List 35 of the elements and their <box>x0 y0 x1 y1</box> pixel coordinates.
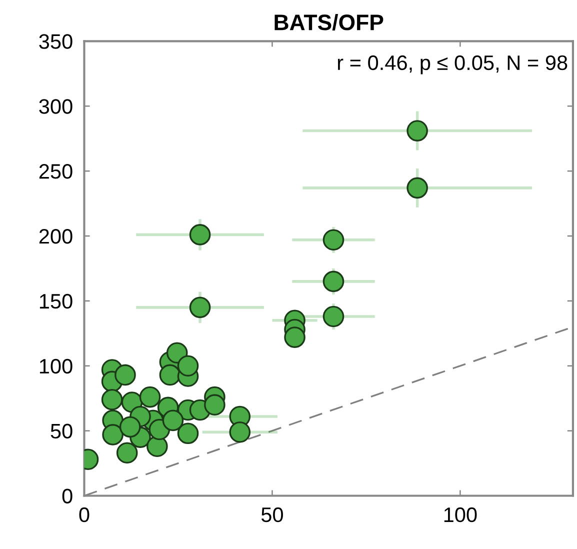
y-tick-label: 100 <box>40 358 72 374</box>
annotation: r = 0.46, p ≤ 0.05, N = 98 <box>338 55 568 74</box>
point <box>322 270 344 292</box>
point <box>322 306 344 328</box>
y-tick-label: 200 <box>39 228 72 244</box>
point <box>406 177 428 199</box>
point <box>114 364 136 386</box>
chart-title: BATS/OFP <box>274 14 384 31</box>
x-tick-label: 100 <box>444 507 477 522</box>
point <box>322 229 344 251</box>
y-tick-label: 50 <box>50 424 72 439</box>
point <box>119 416 141 438</box>
point <box>189 224 211 246</box>
point <box>204 394 226 416</box>
y-tick-label: 350 <box>39 34 72 49</box>
y-tick-label: 0 <box>62 488 72 504</box>
point <box>162 410 184 432</box>
point <box>102 424 124 446</box>
x-tick-label: 0 <box>79 507 90 522</box>
point <box>189 296 211 318</box>
point <box>146 436 168 458</box>
point <box>101 388 123 410</box>
point <box>406 120 428 142</box>
point <box>177 422 199 444</box>
point <box>166 342 188 364</box>
point <box>229 421 251 443</box>
y-tick-label: 150 <box>40 294 72 309</box>
x-tick-label: 50 <box>261 507 283 522</box>
point <box>139 386 161 408</box>
point <box>284 326 306 348</box>
y-tick-label: 250 <box>39 164 72 179</box>
point <box>159 364 181 386</box>
point <box>116 442 138 464</box>
y-tick-label: 300 <box>39 99 72 114</box>
point <box>177 355 199 377</box>
